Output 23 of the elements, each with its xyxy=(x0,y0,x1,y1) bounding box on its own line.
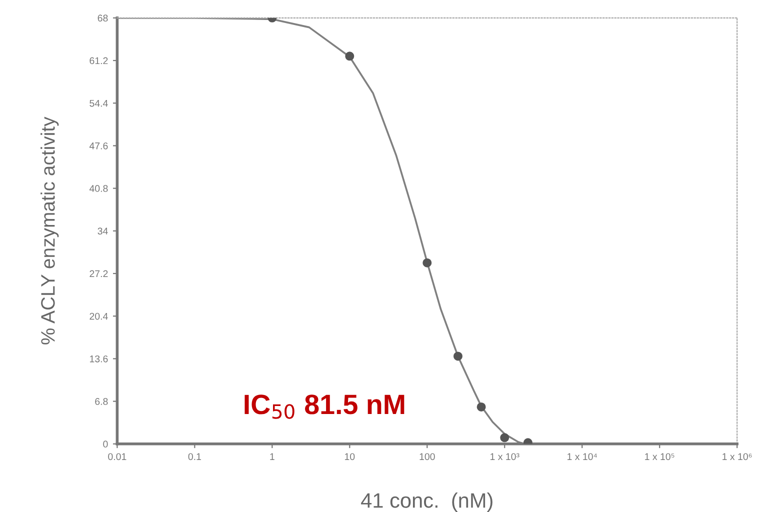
x-tick-label: 0.1 xyxy=(188,453,201,460)
x-tick-label: 1 x 10³ xyxy=(490,453,520,460)
y-tick-label: 68 xyxy=(98,14,108,22)
x-tick-label: 1 x 10⁴ xyxy=(568,453,597,460)
y-tick-label: 6.8 xyxy=(95,398,108,405)
x-tick-label: 100 xyxy=(420,453,435,460)
x-tick-label: 1 xyxy=(270,453,274,460)
x-tick-label: 0.01 xyxy=(108,453,126,460)
y-axis-title: % ACLY enzymatic activity xyxy=(40,116,59,344)
annotation: IC$_{50}$ 81.5 nM xyxy=(244,394,404,419)
y-tick-label: 40.8 xyxy=(89,185,108,192)
y-tick-label: 27.2 xyxy=(90,270,108,278)
x-tick-label: 1 x 10⁵ xyxy=(645,453,674,460)
y-tick-label: 54.4 xyxy=(90,100,108,107)
x-tick-label: 1 x 10⁶ xyxy=(722,453,752,460)
y-tick-label: 61.2 xyxy=(90,57,108,64)
y-tick-label: 47.6 xyxy=(89,142,108,150)
x-axis-title: 41 conc. (nM) xyxy=(361,492,492,512)
y-tick-label: 13.6 xyxy=(90,355,108,362)
x-tick-label: 10 xyxy=(344,453,355,460)
y-tick-label: 34 xyxy=(98,228,108,235)
y-tick-label: 20.4 xyxy=(90,312,108,320)
y-tick-label: 0 xyxy=(103,440,108,448)
